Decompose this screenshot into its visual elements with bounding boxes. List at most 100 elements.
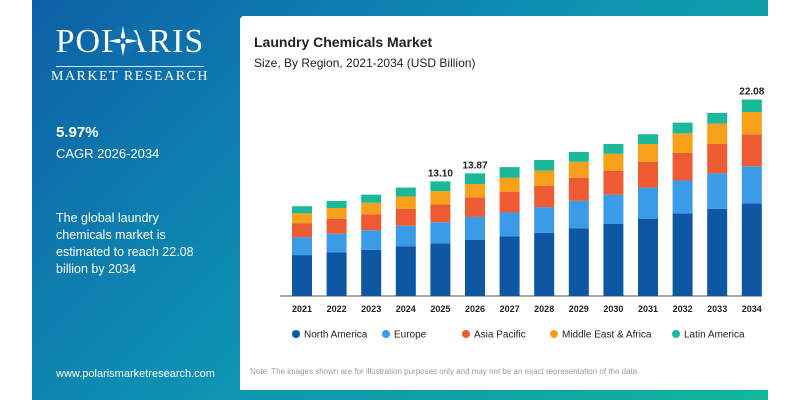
x-tick-label: 2026	[465, 304, 485, 314]
x-tick-label: 2032	[673, 304, 693, 314]
bar-segment-2028-europe	[534, 207, 555, 233]
legend-marker	[462, 330, 470, 338]
bar-segment-2025-asia-pacific	[430, 204, 451, 223]
bar-segment-2029-north-america	[568, 228, 589, 296]
bar-segment-2027-europe	[499, 212, 520, 237]
x-tick-label: 2028	[534, 304, 554, 314]
bar-segment-2021-asia-pacific	[292, 223, 312, 238]
data-label: 22.08	[739, 87, 764, 98]
bar-segment-2030-middle-east-africa	[603, 153, 624, 171]
x-tick-label: 2029	[569, 304, 589, 314]
infographic-frame: POLARIS MARKET RESEARCH 5.97% CAGR 2026-…	[32, 0, 768, 400]
legend-marker	[672, 330, 680, 338]
bar-segment-2021-north-america	[292, 255, 312, 296]
legend-item: Asia Pacific	[474, 330, 526, 341]
bar-segment-2032-europe	[672, 180, 693, 214]
bar-segment-2030-north-america	[603, 224, 624, 296]
polaris-logo: POLARIS MARKET RESEARCH	[50, 22, 210, 85]
bar-segment-2029-latin-america	[568, 152, 589, 162]
bar-segment-2026-europe	[465, 216, 485, 240]
legend-marker	[550, 330, 558, 338]
x-tick-label: 2021	[292, 304, 312, 314]
x-tick-label: 2023	[361, 304, 381, 314]
bar-segment-2023-europe	[361, 230, 382, 250]
logo-tagline: MARKET RESEARCH	[51, 69, 209, 84]
chart-title: Laundry Chemicals Market	[254, 34, 433, 50]
bar-segment-2033-asia-pacific	[707, 144, 728, 174]
bar-segment-2026-latin-america	[465, 173, 485, 184]
legend-item: North America	[304, 330, 368, 341]
bar-segment-2025-middle-east-africa	[430, 191, 451, 205]
bar-segment-2034-middle-east-africa	[741, 112, 762, 135]
bar-segment-2027-latin-america	[499, 167, 520, 178]
disclaimer-note: Note: The images shown are for illustrat…	[250, 367, 638, 376]
bar-segment-2025-latin-america	[430, 181, 451, 192]
bar-segment-2024-asia-pacific	[395, 208, 416, 226]
x-tick-label: 2033	[707, 304, 727, 314]
bar-segment-2024-europe	[395, 225, 416, 247]
bar-segment-2022-north-america	[326, 252, 347, 296]
bar-segment-2029-middle-east-africa	[568, 161, 589, 178]
bar-segment-2023-latin-america	[361, 194, 382, 203]
x-tick-label: 2022	[327, 304, 347, 314]
bar-segment-2034-latin-america	[741, 99, 762, 112]
sidebar: POLARIS MARKET RESEARCH 5.97% CAGR 2026-…	[32, 0, 215, 400]
cagr-value: 5.97%	[56, 124, 99, 141]
bar-segment-2023-asia-pacific	[361, 214, 382, 231]
bar-segment-2024-north-america	[395, 246, 416, 296]
bar-segment-2033-north-america	[707, 208, 728, 296]
bar-segment-2030-asia-pacific	[603, 170, 624, 195]
bar-segment-2034-asia-pacific	[741, 134, 762, 167]
bar-segment-2031-latin-america	[638, 134, 658, 144]
bar-segment-2028-asia-pacific	[534, 185, 555, 208]
legend-item: Europe	[394, 330, 427, 341]
x-tick-label: 2024	[396, 304, 416, 314]
bar-segment-2032-middle-east-africa	[672, 133, 693, 153]
x-tick-label: 2025	[430, 304, 450, 314]
bar-segment-2033-europe	[707, 173, 728, 209]
x-tick-label: 2034	[742, 304, 762, 314]
x-tick-label: 2027	[500, 304, 520, 314]
compass-star-icon	[108, 26, 138, 56]
bar-segment-2027-middle-east-africa	[499, 177, 520, 192]
bar-segment-2030-europe	[603, 194, 624, 224]
chart-subtitle: Size, By Region, 2021-2034 (USD Billion)	[254, 56, 476, 70]
bar-segment-2024-middle-east-africa	[395, 196, 416, 209]
cagr-label: CAGR 2026-2034	[56, 146, 160, 161]
bar-segment-2024-latin-america	[395, 187, 416, 197]
bar-segment-2028-latin-america	[534, 160, 555, 171]
bar-segment-2027-north-america	[499, 236, 520, 296]
bar-segment-2021-latin-america	[292, 206, 312, 214]
bar-segment-2034-europe	[741, 166, 762, 204]
bar-segment-2032-north-america	[672, 213, 693, 296]
bar-segment-2022-europe	[326, 233, 347, 253]
legend-item: Latin America	[684, 330, 745, 341]
data-label: 13.87	[462, 160, 487, 171]
bar-segment-2031-europe	[638, 187, 658, 219]
bar-segment-2021-middle-east-africa	[292, 213, 312, 224]
bar-segment-2026-middle-east-africa	[465, 184, 485, 198]
bar-segment-2032-latin-america	[672, 122, 693, 134]
bar-segment-2031-middle-east-africa	[638, 144, 658, 162]
legend-item: Middle East & Africa	[562, 330, 652, 341]
bar-segment-2029-europe	[568, 200, 589, 229]
bar-segment-2031-north-america	[638, 218, 658, 296]
bar-segment-2034-north-america	[741, 203, 762, 296]
chart-panel: 2021 2022 2023 2024 2025 13.10 2026 13.87 2027 20…	[240, 16, 768, 390]
bar-segment-2023-north-america	[361, 249, 382, 296]
bar-segment-2028-north-america	[534, 232, 555, 296]
bar-segment-2031-asia-pacific	[638, 161, 658, 188]
market-summary: The global laundry chemicals market is e…	[56, 211, 194, 276]
bar-segment-2028-middle-east-africa	[534, 170, 555, 186]
bar-segment-2030-latin-america	[603, 144, 624, 154]
website-link[interactable]: www.polarismarketresearch.com	[56, 368, 215, 380]
bar-segment-2022-asia-pacific	[326, 218, 347, 234]
bar-segment-2022-middle-east-africa	[326, 208, 347, 219]
bar-segment-2022-latin-america	[326, 200, 347, 208]
data-label: 13.10	[428, 168, 453, 179]
bar-segment-2033-middle-east-africa	[707, 123, 728, 144]
x-tick-label: 2030	[603, 304, 623, 314]
legend-marker	[382, 330, 390, 338]
bar-segment-2032-asia-pacific	[672, 152, 693, 181]
x-tick-label: 2031	[638, 304, 658, 314]
